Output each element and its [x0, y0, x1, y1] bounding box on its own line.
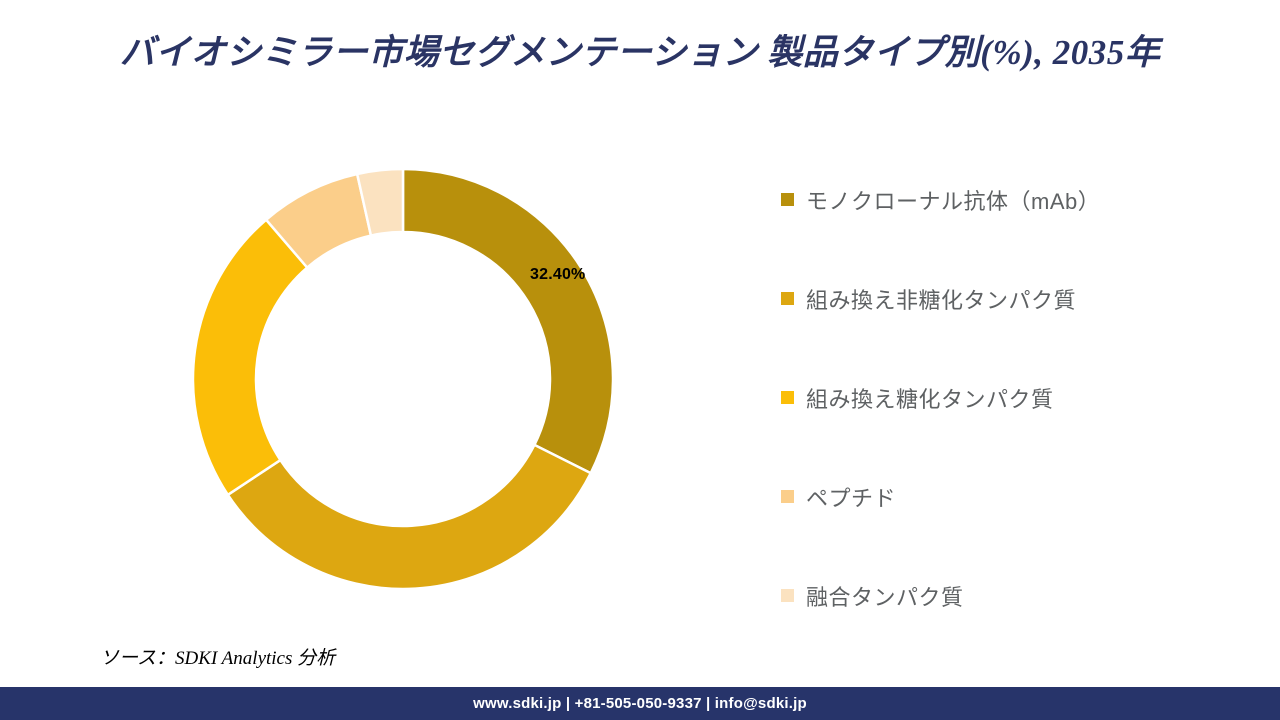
legend-item-label: 融合タンパク質	[806, 584, 964, 610]
page-title: バイオシミラー市場セグメンテーション 製品タイプ別(%), 2035年	[119, 33, 1161, 72]
source-note: ソース：SDKI Analytics 分析	[100, 648, 336, 669]
legend-color-swatch	[781, 193, 794, 206]
legend-color-swatch	[781, 589, 794, 602]
chart-legend: モノクローナル抗体（mAb） 組み換え非糖化タンパク質 組み換え糖化タンパク質 ペプチ…	[781, 150, 1201, 645]
donut-slice[interactable]	[226, 443, 593, 591]
legend-item[interactable]: 組み換え非糖化タンパク質	[781, 249, 1201, 348]
donut-slice[interactable]	[191, 217, 309, 497]
footer-contact-text: www.sdki.jp | +81-505-050-9337 | info@sd…	[473, 695, 807, 712]
footer-bar: www.sdki.jp | +81-505-050-9337 | info@sd…	[0, 687, 1280, 720]
legend-item[interactable]: ペプチド	[781, 447, 1201, 546]
legend-item[interactable]: モノクローナル抗体（mAb）	[781, 150, 1201, 249]
legend-item-label: 組み換え糖化タンパク質	[806, 386, 1054, 412]
legend-color-swatch	[781, 490, 794, 503]
legend-color-swatch	[781, 391, 794, 404]
legend-item-label: モノクローナル抗体（mAb）	[806, 188, 1101, 214]
donut-slice[interactable]	[401, 167, 615, 475]
legend-item[interactable]: 組み換え糖化タンパク質	[781, 348, 1201, 447]
legend-item[interactable]: 融合タンパク質	[781, 546, 1201, 645]
donut-chart-svg	[191, 167, 615, 591]
legend-color-swatch	[781, 292, 794, 305]
donut-slice[interactable]	[355, 167, 405, 238]
legend-item-label: ペプチド	[806, 485, 897, 511]
donut-chart	[191, 167, 615, 591]
donut-data-label-monoclonal: 32.40%	[530, 266, 586, 283]
donut-slice-group	[191, 167, 615, 591]
legend-item-label: 組み換え非糖化タンパク質	[806, 287, 1077, 313]
